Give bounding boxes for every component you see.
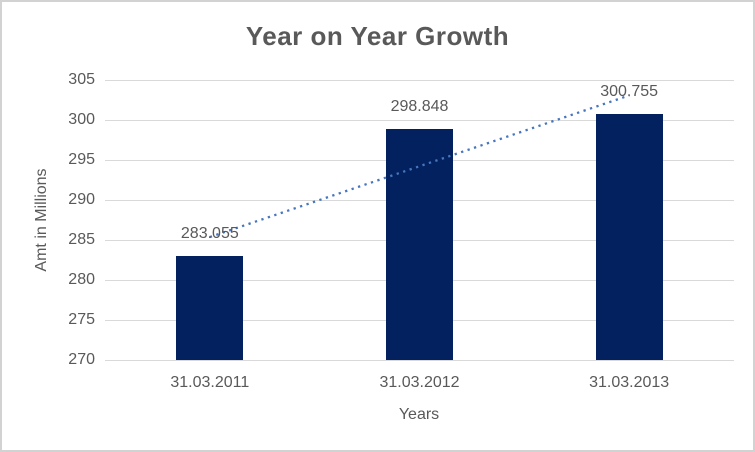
bar-value-label: 283.055 bbox=[180, 224, 239, 242]
bar-value-label: 298.848 bbox=[390, 98, 449, 116]
y-tick-label: 305 bbox=[68, 71, 95, 88]
y-tick-label: 295 bbox=[68, 151, 95, 168]
x-category-label: 31.03.2012 bbox=[379, 374, 460, 391]
x-axis-title: Years bbox=[398, 406, 440, 423]
y-tick-label: 290 bbox=[68, 191, 95, 208]
bar bbox=[595, 113, 663, 360]
x-category-label: 31.03.2011 bbox=[170, 374, 250, 391]
gridline bbox=[105, 79, 734, 81]
bar bbox=[176, 255, 244, 360]
y-tick-label: 300 bbox=[68, 111, 95, 128]
bar bbox=[386, 129, 453, 360]
gridline bbox=[105, 359, 734, 361]
y-tick-label: 280 bbox=[68, 271, 95, 288]
y-tick-label: 285 bbox=[68, 231, 95, 248]
bar-value-label: 300.755 bbox=[600, 82, 659, 100]
y-axis-title: Amt in Millions bbox=[33, 168, 50, 272]
y-tick-label: 275 bbox=[68, 311, 95, 328]
y-tick-label: 270 bbox=[68, 351, 95, 368]
chart-title: Year on Year Growth bbox=[245, 21, 510, 51]
x-category-label: 31.03.2013 bbox=[589, 374, 670, 391]
